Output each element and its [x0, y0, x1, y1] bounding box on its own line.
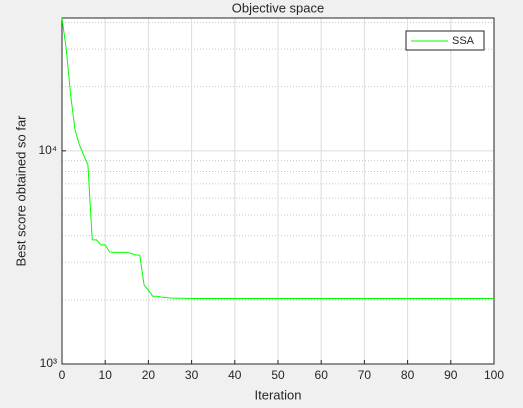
- x-tick-label: 100: [484, 368, 504, 382]
- data-line: [61, 17, 494, 299]
- axes-box: [61, 17, 495, 365]
- chart-title: Objective space: [232, 0, 325, 15]
- y-tick-label: 10⁴: [38, 143, 57, 157]
- x-tick-label: 80: [401, 368, 415, 382]
- x-tick-label: 10: [99, 368, 113, 382]
- x-tick-label: 50: [271, 368, 285, 382]
- x-tick-label: 40: [228, 368, 242, 382]
- x-tick-label: 90: [444, 368, 458, 382]
- legend-label: SSA: [452, 35, 475, 47]
- x-tick-label: 30: [185, 368, 199, 382]
- x-tick-label: 70: [358, 368, 372, 382]
- x-axis-label: Iteration: [255, 387, 302, 402]
- x-tick-label: 20: [142, 368, 156, 382]
- y-tick-label: 10³: [40, 356, 57, 370]
- x-tick-label: 0: [59, 368, 66, 382]
- y-axis-label: Best score obtained so far: [13, 115, 28, 267]
- x-tick-label: 60: [315, 368, 329, 382]
